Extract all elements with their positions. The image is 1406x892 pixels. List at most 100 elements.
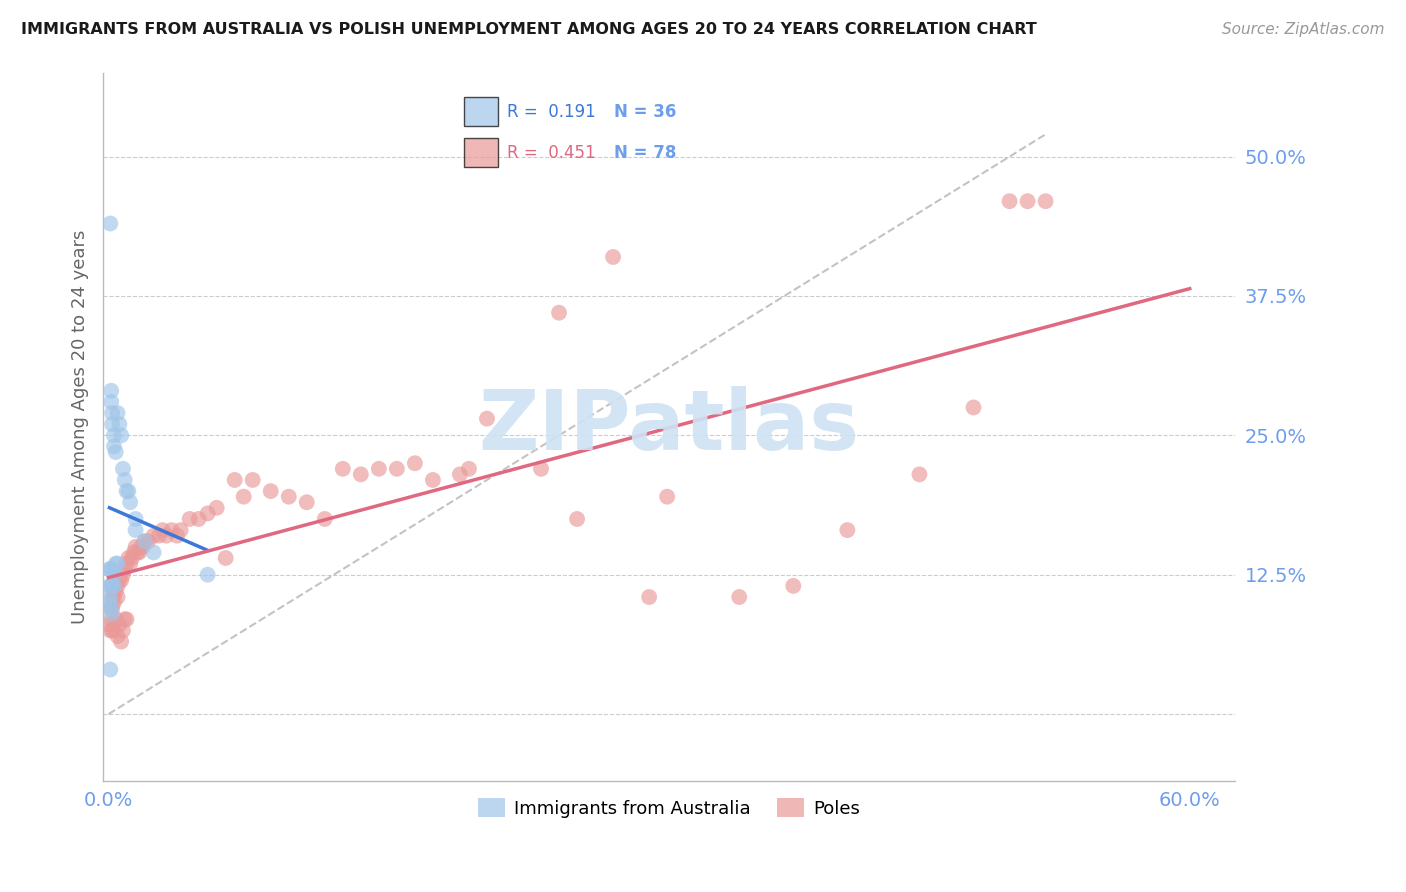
Point	[782, 579, 804, 593]
Point	[548, 306, 571, 320]
Point	[98, 601, 121, 615]
Point	[169, 523, 191, 537]
Text: Source: ZipAtlas.com: Source: ZipAtlas.com	[1222, 22, 1385, 37]
Point	[108, 574, 131, 588]
Point	[155, 529, 177, 543]
Point	[103, 440, 125, 454]
Point	[1017, 194, 1039, 209]
Point	[350, 467, 373, 482]
Point	[117, 551, 139, 566]
Point	[166, 529, 188, 543]
Point	[134, 534, 156, 549]
Point	[115, 557, 138, 571]
Point	[260, 484, 283, 499]
Point	[215, 551, 238, 566]
Point	[115, 612, 138, 626]
Text: ZIPatlas: ZIPatlas	[478, 386, 859, 467]
Point	[115, 484, 138, 499]
Point	[101, 579, 124, 593]
Point	[104, 612, 127, 626]
Point	[120, 495, 142, 509]
Point	[98, 596, 121, 610]
Point	[152, 523, 174, 537]
Point	[122, 545, 145, 559]
Point	[142, 529, 165, 543]
Point	[385, 462, 408, 476]
Point	[101, 562, 124, 576]
Point	[962, 401, 984, 415]
Point	[458, 462, 481, 476]
Point	[111, 567, 134, 582]
Point	[120, 557, 142, 571]
Point	[127, 545, 149, 559]
Point	[101, 406, 124, 420]
Point	[100, 395, 122, 409]
Point	[132, 540, 155, 554]
Point	[129, 540, 152, 554]
Point	[98, 624, 121, 638]
Point	[117, 484, 139, 499]
Point	[110, 428, 132, 442]
Point	[103, 596, 125, 610]
Point	[638, 590, 661, 604]
Point	[242, 473, 264, 487]
Text: IMMIGRANTS FROM AUSTRALIA VS POLISH UNEMPLOYMENT AMONG AGES 20 TO 24 YEARS CORRE: IMMIGRANTS FROM AUSTRALIA VS POLISH UNEM…	[21, 22, 1036, 37]
Point	[148, 529, 170, 543]
Point	[114, 473, 136, 487]
Point	[98, 590, 121, 604]
Point	[103, 567, 125, 582]
Point	[179, 512, 201, 526]
Point	[100, 384, 122, 398]
Point	[98, 618, 121, 632]
Point	[197, 567, 219, 582]
Point	[449, 467, 471, 482]
Point	[101, 590, 124, 604]
Point	[565, 512, 588, 526]
Point	[98, 217, 121, 231]
Point	[367, 462, 389, 476]
Point	[103, 624, 125, 638]
Point	[111, 624, 134, 638]
Point	[101, 607, 124, 621]
Point	[332, 462, 354, 476]
Point	[111, 462, 134, 476]
Point	[107, 557, 129, 571]
Point	[108, 618, 131, 632]
Point	[98, 562, 121, 576]
Point	[101, 601, 124, 615]
Point	[107, 629, 129, 643]
Point	[422, 473, 444, 487]
Point	[110, 634, 132, 648]
Point	[277, 490, 299, 504]
Point	[101, 417, 124, 432]
Point	[107, 590, 129, 604]
Point	[657, 490, 679, 504]
Point	[908, 467, 931, 482]
Point	[103, 590, 125, 604]
Point	[295, 495, 318, 509]
Point	[124, 512, 146, 526]
Point	[104, 584, 127, 599]
Point	[124, 540, 146, 554]
Point	[114, 562, 136, 576]
Point	[98, 579, 121, 593]
Point	[197, 507, 219, 521]
Point	[160, 523, 183, 537]
Point	[108, 417, 131, 432]
Point	[121, 551, 143, 566]
Point	[475, 411, 498, 425]
Point	[107, 406, 129, 420]
Point	[530, 462, 553, 476]
Point	[100, 612, 122, 626]
Point	[124, 523, 146, 537]
Point	[314, 512, 336, 526]
Point	[103, 579, 125, 593]
Point	[110, 574, 132, 588]
Point	[232, 490, 254, 504]
Point	[98, 663, 121, 677]
Point	[104, 557, 127, 571]
Point	[728, 590, 751, 604]
Point	[187, 512, 209, 526]
Point	[224, 473, 246, 487]
Point	[998, 194, 1021, 209]
